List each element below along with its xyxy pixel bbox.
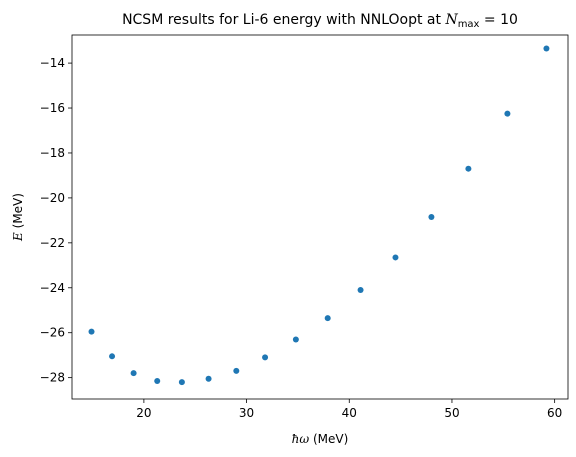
x-tick-label: 50 [444,406,459,420]
data-point [130,370,137,377]
y-tick-label: −14 [40,56,65,70]
axes-frame [71,34,569,400]
data-point [392,254,399,261]
data-point [357,287,364,294]
data-point [233,367,240,374]
data-point [543,45,550,52]
title-n-symbol: N [444,12,458,28]
y-tick-label: −16 [40,101,65,115]
y-tick-label: −24 [40,281,65,295]
y-tick-label: −20 [40,191,65,205]
data-point [178,379,185,386]
chart-title: NCSM results for Li-6 energy with NNLOop… [122,12,518,30]
data-point [205,375,212,382]
data-point [262,354,269,361]
plot-area [72,35,568,399]
data-point [88,328,95,335]
x-tick-label: 30 [239,406,254,420]
y-tick-label: −28 [40,371,65,385]
data-points [88,45,550,386]
data-point [154,378,161,385]
y-axis-ticks: −28 −26 −24 −22 −20 −18 −16 −14 [40,56,72,385]
data-point [465,165,472,172]
x-tick-label: 20 [136,406,151,420]
data-point [292,336,299,343]
x-axis-label: ħω (MeV) [292,432,349,446]
data-point [324,315,331,322]
title-max-subscript: max [458,19,480,30]
data-point [109,353,116,360]
y-tick-label: −18 [40,146,65,160]
x-axis-ticks: 20 30 40 50 60 [136,399,562,420]
y-tick-label: −26 [40,326,65,340]
y-tick-label: −22 [40,236,65,250]
data-point [428,214,435,220]
y-axis-label: E (MeV) [11,193,25,242]
data-point [504,110,511,117]
x-tick-label: 40 [342,406,357,420]
x-tick-label: 60 [547,406,562,420]
